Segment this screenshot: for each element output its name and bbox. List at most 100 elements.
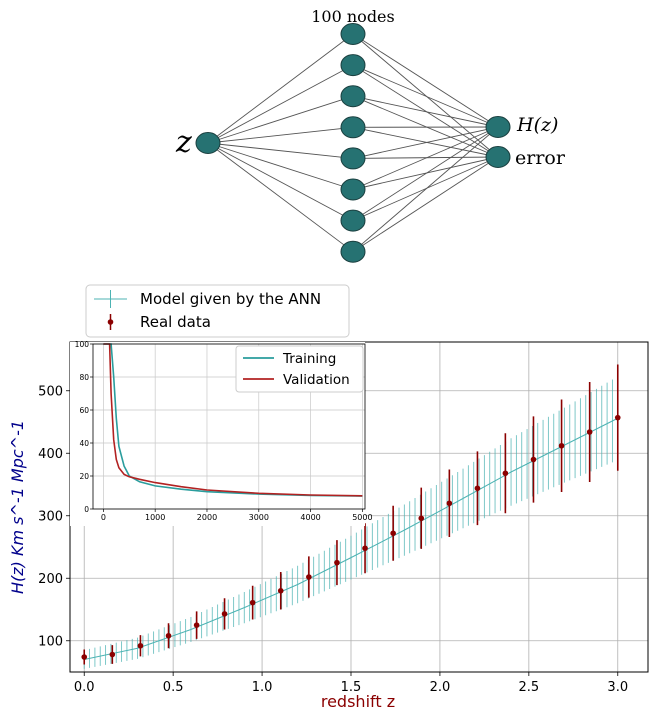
- input-label: z: [175, 125, 192, 160]
- real-data-series: [81, 364, 621, 665]
- inset-chart: 0 1000 2000 3000 4000 5000 0 20 40 60 80 100 Train…: [70, 340, 373, 526]
- network-edge: [352, 156, 499, 253]
- inset-y-tick-label: 60: [79, 406, 89, 415]
- real-data-point: [137, 642, 144, 649]
- network-edge: [352, 95, 499, 158]
- hidden-node: [340, 209, 366, 232]
- network-edge: [207, 126, 354, 144]
- hidden-node: [340, 23, 366, 45]
- validation-loss-line: [103, 343, 363, 497]
- x-tick-label: 1.5: [341, 680, 362, 695]
- real-data-point: [558, 442, 565, 449]
- network-edge: [352, 64, 499, 158]
- network-edge: [207, 142, 354, 190]
- main-x-ticks: 0.0 0.5 1.0 1.5 2.0 2.5 3.0: [74, 672, 628, 695]
- real-data-point: [109, 651, 116, 658]
- neural-network-diagram: 100 nodes z H(z) error: [175, 7, 566, 263]
- network-edge: [352, 64, 499, 128]
- network-nodes: [195, 23, 511, 263]
- x-tick-label: 2.5: [518, 680, 539, 695]
- inset-y-tick-label: 0: [84, 505, 89, 514]
- inset-x-tick-label: 0: [101, 513, 106, 522]
- real-data-point: [390, 530, 396, 537]
- network-edge: [207, 142, 354, 221]
- network-edge: [207, 142, 354, 159]
- inset-x-ticks: 0 1000 2000 3000 4000 5000: [101, 509, 373, 522]
- real-data-point: [306, 574, 312, 580]
- real-data-point: [474, 485, 481, 492]
- real-data-point: [418, 515, 425, 522]
- network-edge: [352, 126, 499, 221]
- inset-y-ticks: 0 20 40 60 80 100: [75, 340, 93, 514]
- hidden-node: [340, 178, 366, 201]
- network-edge: [352, 156, 499, 159]
- network-edge: [207, 95, 354, 144]
- network-edge: [207, 142, 354, 253]
- inset-x-tick-label: 2000: [197, 513, 217, 522]
- x-tick-label: 0.0: [74, 680, 95, 695]
- real-data-point: [530, 456, 537, 463]
- network-edge: [352, 126, 499, 158]
- main-y-ticks: 100 200 300 400 500: [38, 384, 70, 649]
- network-edge: [207, 64, 354, 144]
- real-data-point: [221, 611, 228, 617]
- real-data-point: [586, 429, 593, 435]
- inset-y-tick-label: 40: [79, 439, 89, 448]
- network-edge: [207, 33, 354, 144]
- legend-data-label: Real data: [140, 313, 211, 331]
- output-label-hz: H(z): [516, 114, 558, 136]
- network-edge: [352, 33, 499, 158]
- legend-data-marker: [107, 314, 114, 330]
- hidden-node: [340, 85, 366, 108]
- legend-model-marker: [94, 290, 127, 308]
- real-data-point: [193, 622, 200, 628]
- network-edges: [207, 33, 499, 253]
- network-edge: [352, 126, 499, 159]
- real-data-point: [81, 654, 88, 660]
- hidden-node: [340, 116, 366, 139]
- hidden-node: [340, 54, 366, 77]
- real-data-point: [249, 599, 256, 606]
- hidden-layer-label: 100 nodes: [311, 7, 394, 26]
- real-data-point: [362, 545, 368, 552]
- legend-model-label: Model given by the ANN: [140, 290, 321, 308]
- inset-x-tick-label: 4000: [300, 513, 320, 522]
- network-edge: [352, 95, 499, 128]
- x-tick-label: 3.0: [607, 680, 628, 695]
- real-data-point: [165, 632, 172, 639]
- inset-loss-series: [103, 343, 363, 497]
- inset-y-tick-label: 20: [79, 472, 89, 481]
- hidden-node: [340, 240, 366, 263]
- inset-x-tick-label: 5000: [352, 513, 372, 522]
- network-edge: [352, 33, 499, 128]
- inset-plot-frame: [92, 343, 366, 510]
- x-tick-label: 1.0: [252, 680, 273, 695]
- input-node: [195, 132, 221, 154]
- network-edge: [352, 126, 499, 190]
- y-tick-label: 300: [38, 509, 63, 524]
- real-data-point: [334, 559, 340, 566]
- real-data-point: [502, 470, 509, 477]
- model-center-line: [84, 417, 618, 660]
- inset-y-tick-label: 100: [75, 340, 90, 349]
- inset-legend: Training Validation: [235, 345, 364, 393]
- output-node-hz: [485, 116, 511, 138]
- legend-box: [85, 284, 350, 338]
- network-edge: [352, 156, 499, 190]
- y-tick-label: 400: [38, 447, 63, 462]
- main-x-axis-label: redshift z: [321, 692, 395, 711]
- output-node-error: [485, 146, 511, 168]
- y-tick-label: 100: [38, 634, 63, 649]
- x-tick-label: 2.0: [430, 680, 451, 695]
- real-data-point: [277, 587, 284, 594]
- real-data-point: [446, 500, 453, 507]
- training-loss-line: [103, 343, 363, 497]
- legend-training-label: Training: [282, 351, 336, 367]
- x-tick-label: 0.5: [163, 680, 184, 695]
- inset-x-tick-label: 3000: [249, 513, 269, 522]
- main-legend: Model given by the ANN Real data: [85, 284, 350, 338]
- output-label-error: error: [515, 147, 566, 169]
- inset-y-tick-label: 80: [79, 373, 89, 382]
